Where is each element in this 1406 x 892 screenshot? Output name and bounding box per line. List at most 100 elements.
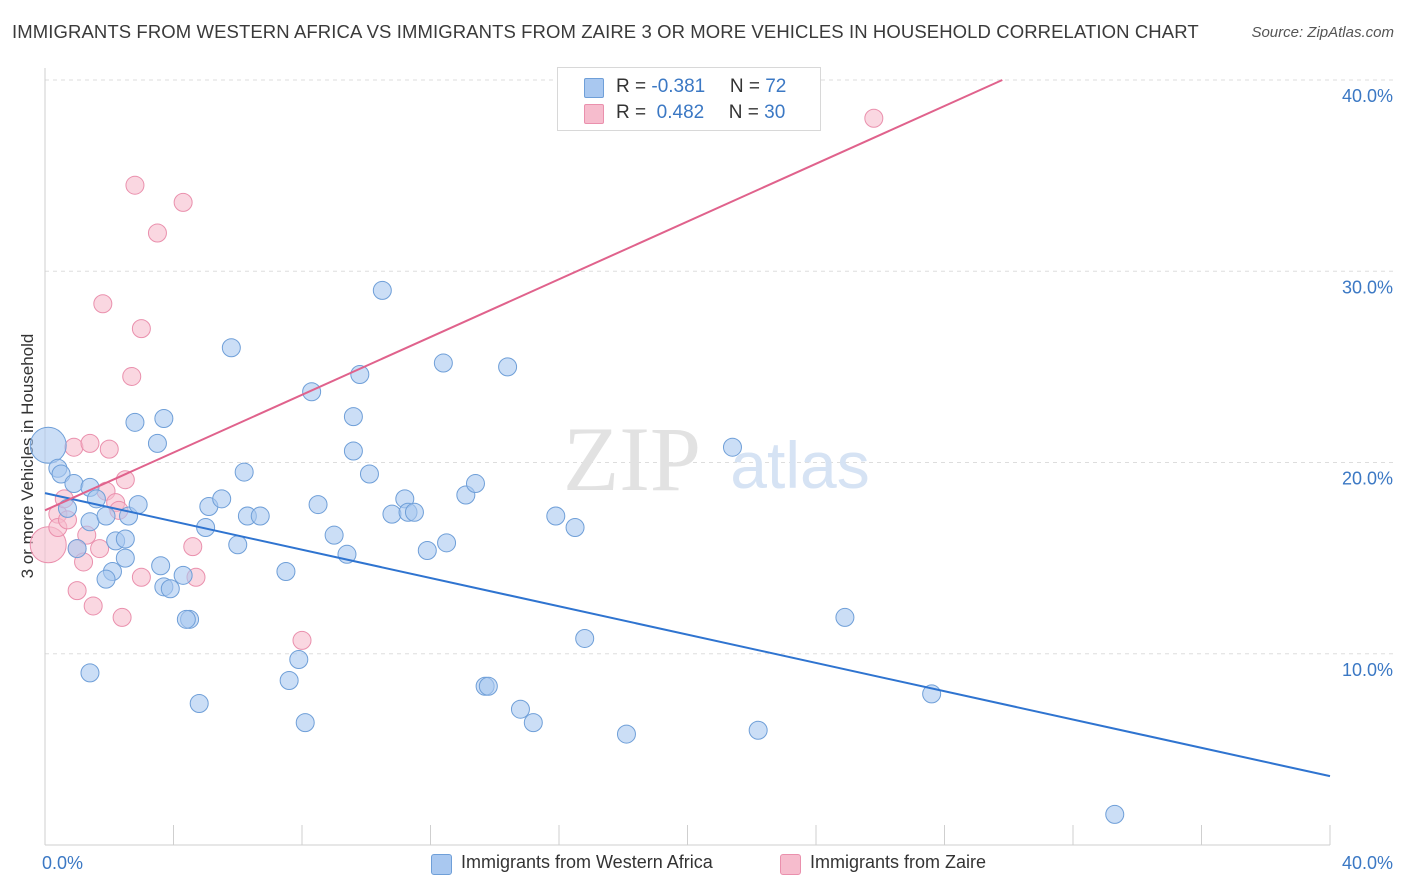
data-point (289, 649, 309, 669)
data-point (189, 693, 209, 713)
data-point (234, 462, 254, 482)
data-point (183, 537, 203, 557)
data-point (575, 628, 595, 648)
data-point (343, 407, 363, 427)
data-point (131, 319, 151, 339)
data-point (864, 108, 884, 128)
n-value: 72 (765, 76, 787, 97)
data-point (748, 720, 768, 740)
data-point (359, 464, 379, 484)
x-tick-label: 0.0% (42, 853, 83, 873)
data-point (93, 294, 113, 314)
data-point (90, 539, 110, 559)
data-point (478, 676, 498, 696)
r-label: R = (616, 102, 652, 123)
data-point (565, 518, 585, 538)
source-label: Source: ZipAtlas.com (1251, 24, 1394, 41)
data-point (404, 502, 424, 522)
n-label: N = (729, 76, 766, 97)
legend-label: Immigrants from Zaire (810, 852, 987, 872)
data-point (228, 535, 248, 555)
data-point (372, 280, 392, 300)
data-point (221, 338, 241, 358)
n-label: N = (728, 102, 765, 123)
data-point (96, 506, 116, 526)
legend-swatch-blue (431, 854, 452, 875)
data-point (276, 562, 296, 582)
data-point (250, 506, 270, 526)
data-point (147, 223, 167, 243)
data-point (115, 548, 135, 568)
data-point (546, 506, 566, 526)
y-tick-label: 10.0% (1342, 660, 1393, 680)
y-tick-label: 20.0% (1342, 469, 1393, 489)
data-point (835, 607, 855, 627)
data-point (80, 433, 100, 453)
watermark-zip: ZIP (563, 408, 701, 510)
data-point (279, 671, 299, 691)
data-point (616, 724, 636, 744)
data-point (64, 474, 84, 494)
r-value: -0.381 (651, 76, 706, 97)
data-point (80, 663, 100, 683)
data-point (112, 607, 132, 627)
data-point (67, 539, 87, 559)
trend-line-western-africa (44, 492, 1331, 778)
legend-swatch-blue (584, 78, 604, 98)
data-point (122, 366, 142, 386)
data-point (96, 569, 116, 589)
legend-swatch-pink (780, 854, 801, 875)
data-point (292, 630, 312, 650)
data-point (1105, 804, 1125, 824)
n-value: 30 (764, 102, 786, 123)
trend-line-zaire (44, 79, 1003, 512)
data-point (295, 713, 315, 733)
y-tick-label: 40.0% (1342, 86, 1393, 106)
data-point (128, 495, 148, 515)
data-point (83, 596, 103, 616)
data-point (302, 382, 322, 402)
data-point (173, 565, 193, 585)
correlation-legend: R = -0.381 N = 72 R = 0.482 N = 30 (557, 67, 821, 131)
grid-lines (45, 79, 1395, 655)
y-tick-label: 30.0% (1342, 277, 1393, 297)
chart-title: IMMIGRANTS FROM WESTERN AFRICA VS IMMIGR… (12, 21, 1199, 42)
data-point (51, 464, 71, 484)
data-point (343, 441, 363, 461)
series-western-africa-points (29, 280, 1125, 824)
legend-label: Immigrants from Western Africa (461, 852, 713, 872)
data-point (125, 175, 145, 195)
watermark-atlas: atlas (730, 428, 869, 502)
tick-labels: 10.0% 20.0% 30.0% 40.0% 0.0% 40.0% (42, 86, 1393, 873)
data-point (147, 433, 167, 453)
data-point (465, 474, 485, 494)
data-point (324, 525, 344, 545)
data-point (131, 567, 151, 587)
data-point (498, 357, 518, 377)
r-label: R = (616, 76, 652, 97)
trend-lines (44, 79, 1331, 778)
data-point (154, 409, 174, 429)
data-point (417, 540, 437, 560)
data-point (382, 504, 402, 524)
data-point (176, 609, 196, 629)
data-point (80, 512, 100, 532)
data-point (212, 489, 232, 509)
legend-swatch-pink (584, 104, 604, 124)
data-point (99, 439, 119, 459)
r-value: 0.482 (651, 102, 705, 123)
data-point (160, 579, 180, 599)
x-tick-label: 40.0% (1342, 853, 1393, 873)
data-point (523, 713, 543, 733)
data-point (115, 529, 135, 549)
data-point (308, 495, 328, 515)
data-point (29, 426, 67, 464)
data-point (437, 533, 457, 553)
data-point (125, 412, 145, 432)
data-point (67, 581, 87, 601)
data-point (64, 437, 84, 457)
data-point (173, 192, 193, 212)
data-point (722, 437, 742, 457)
data-point (433, 353, 453, 373)
